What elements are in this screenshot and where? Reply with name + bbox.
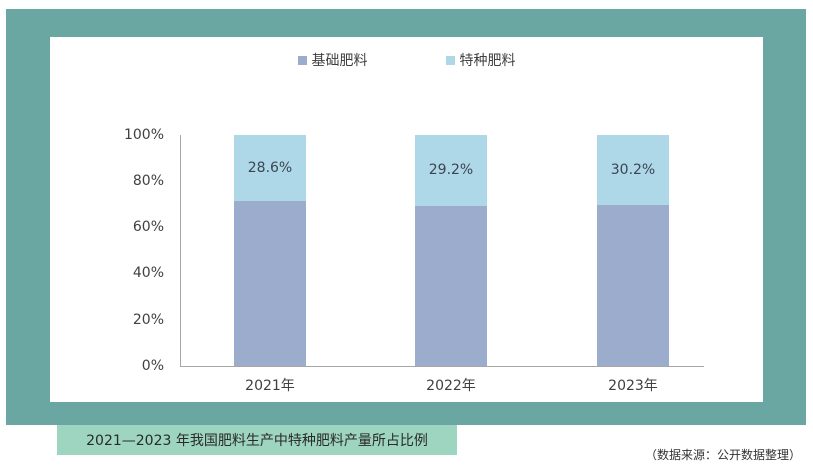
y-tick-20: 20% bbox=[132, 312, 164, 328]
legend-item-basic: 基础肥料 bbox=[297, 50, 368, 70]
x-axis-line bbox=[180, 366, 704, 367]
bar-2021-special: 28.6% bbox=[234, 135, 306, 201]
x-label-2023: 2023年 bbox=[608, 378, 658, 394]
bar-2022-special: 29.2% bbox=[415, 135, 487, 206]
y-tick-100: 100% bbox=[123, 127, 164, 143]
legend-swatch-special bbox=[445, 55, 455, 65]
y-tick-80: 80% bbox=[132, 173, 164, 189]
bar-2023-label: 30.2% bbox=[610, 162, 656, 178]
bar-2021: 28.6% bbox=[234, 135, 306, 366]
y-tick-40: 40% bbox=[132, 265, 164, 281]
bar-2022-label: 29.2% bbox=[428, 162, 474, 178]
bar-2022-basic bbox=[415, 206, 487, 366]
chart-legend: 基础肥料 特种肥料 bbox=[0, 50, 813, 70]
bar-2022: 29.2% bbox=[415, 135, 487, 366]
bar-2021-basic bbox=[234, 201, 306, 366]
x-label-2021: 2021年 bbox=[245, 378, 295, 394]
chart-caption: 2021—2023 年我国肥料生产中特种肥料产量所占比例 bbox=[57, 425, 457, 455]
y-tick-60: 60% bbox=[132, 219, 164, 235]
y-tick-0: 0% bbox=[141, 358, 164, 374]
data-source-note: （数据来源：公开数据整理） bbox=[644, 448, 801, 462]
bar-2023-basic bbox=[597, 205, 669, 366]
legend-label-special: 特种肥料 bbox=[459, 53, 516, 69]
bar-2023: 30.2% bbox=[597, 135, 669, 366]
legend-item-special: 特种肥料 bbox=[386, 50, 516, 70]
bar-2021-label: 28.6% bbox=[247, 160, 293, 176]
x-label-2022: 2022年 bbox=[426, 378, 476, 394]
legend-label-basic: 基础肥料 bbox=[311, 53, 368, 69]
y-axis-line bbox=[180, 135, 181, 366]
legend-swatch-basic bbox=[297, 55, 307, 65]
bar-2023-special: 30.2% bbox=[597, 135, 669, 205]
